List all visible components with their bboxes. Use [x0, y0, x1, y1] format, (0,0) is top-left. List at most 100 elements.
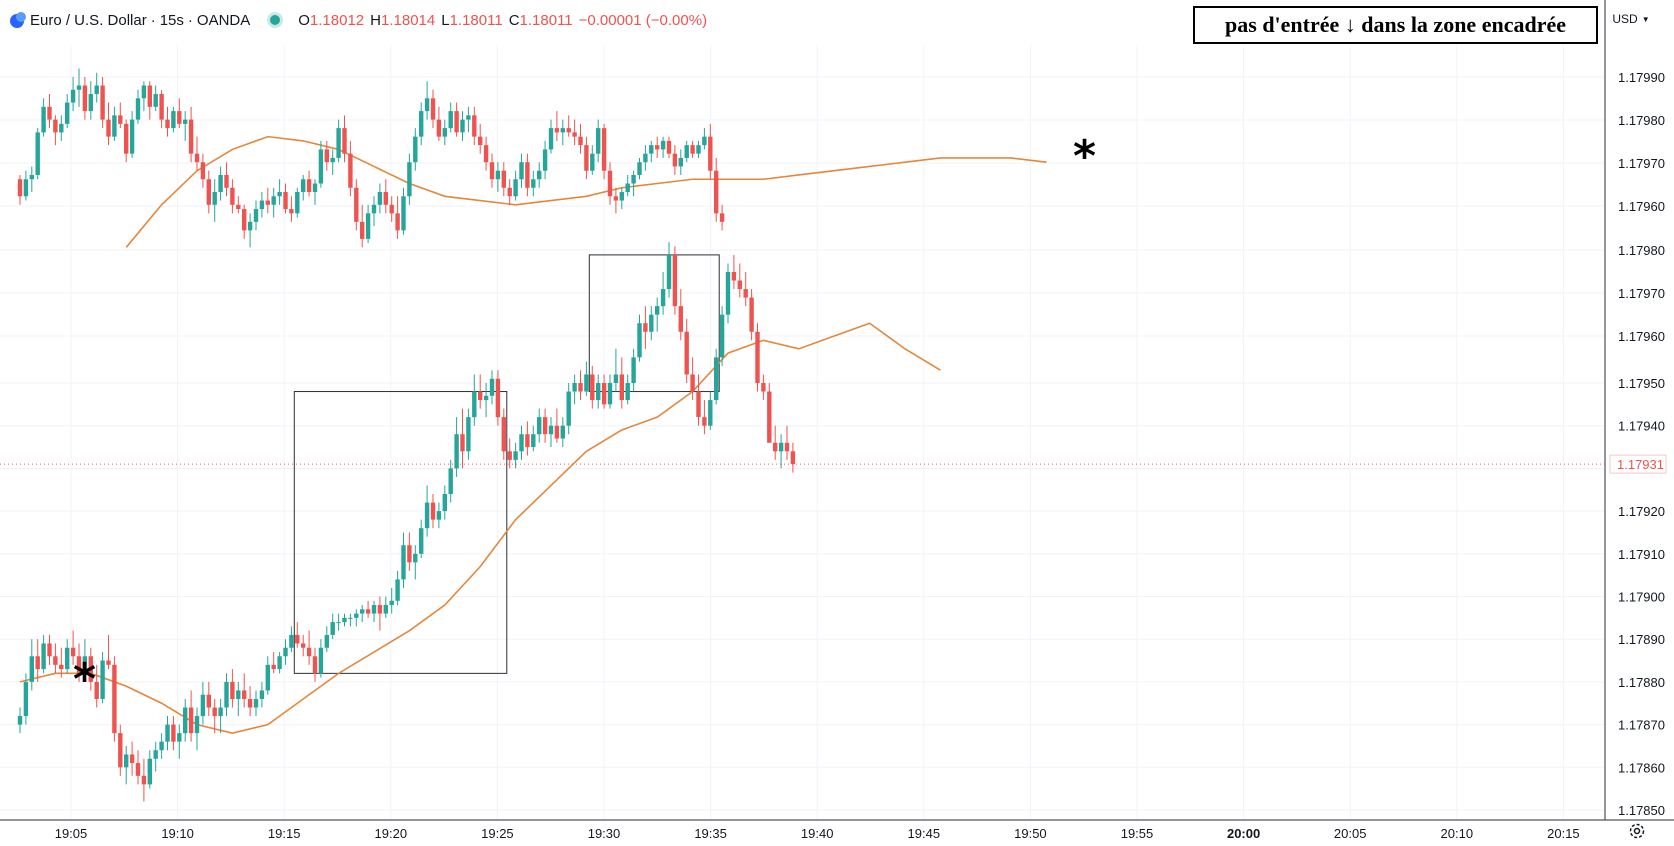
candle-lower-body	[230, 681, 235, 699]
candle-lower-body	[100, 660, 105, 699]
candle-lower-body	[124, 754, 129, 768]
candle-upper-body	[88, 94, 93, 112]
candle-upper-body	[206, 179, 211, 205]
candle-upper-body	[171, 111, 176, 129]
candle-lower-body	[572, 383, 577, 392]
candle-lower-body	[224, 681, 229, 708]
candle-lower-body	[59, 664, 64, 670]
candle-lower-body	[678, 306, 683, 332]
candle-lower-body	[672, 254, 678, 307]
x-tick-label: 19:40	[801, 826, 834, 841]
euro-dollar-icon	[10, 12, 26, 28]
candle-lower-body	[348, 617, 353, 619]
candle-lower-body	[660, 289, 666, 307]
candle-upper-body	[643, 153, 648, 163]
candle-lower-body	[537, 417, 542, 435]
candle-lower-body	[253, 698, 259, 708]
candle-upper-body	[35, 132, 40, 175]
y-tick-label-lower: 1.17870	[1618, 718, 1665, 733]
candle-lower-body	[312, 656, 318, 674]
candle-lower-body	[247, 698, 253, 708]
candle-upper-body	[489, 162, 495, 180]
candle-upper-body	[147, 85, 152, 107]
candle-lower-body	[666, 254, 672, 290]
candle-upper-body	[655, 145, 660, 150]
y-tick-label-lower: 1.17860	[1618, 760, 1665, 775]
candle-lower-body	[389, 600, 394, 606]
candle-lower-body	[507, 451, 512, 460]
interval-label[interactable]: 15s	[159, 11, 184, 29]
highlight-zone-box	[293, 391, 508, 674]
candle-lower-body	[360, 609, 365, 614]
candle-upper-body	[200, 162, 206, 180]
candle-lower-body	[607, 383, 613, 405]
candle-lower-body	[177, 733, 182, 742]
candle-lower-body	[725, 271, 731, 315]
candle-upper-body	[283, 192, 288, 210]
candle-lower-body	[306, 647, 312, 657]
open-value: 1.18012	[309, 11, 365, 29]
x-tick-label: 20:00	[1227, 826, 1260, 841]
candle-upper-body	[47, 106, 52, 120]
candle-lower-body	[749, 297, 754, 332]
candle-lower-body	[784, 442, 790, 452]
candle-lower-body	[365, 609, 371, 614]
candle-lower-body	[165, 724, 170, 742]
candle-lower-body	[755, 331, 760, 383]
y-tick-label-upper: 1.17960	[1618, 329, 1665, 344]
close-value: 1.18011	[519, 11, 573, 29]
candle-lower-body	[212, 707, 217, 717]
y-tick-label-lower: 1.17910	[1618, 547, 1665, 562]
candle-lower-body	[76, 656, 82, 674]
candle-lower-body	[590, 374, 595, 401]
candle-lower-body	[65, 647, 70, 670]
candle-lower-body	[531, 434, 536, 448]
candle-lower-body	[183, 707, 188, 734]
annotation-text-box[interactable]: pas d'entrée ↓ dans la zone encadrée	[1193, 6, 1598, 44]
gear-icon[interactable]	[1627, 821, 1647, 841]
candle-upper-body	[525, 162, 530, 188]
candle-lower-body	[684, 331, 689, 375]
moving-average-upper	[125, 135, 1047, 248]
y-tick-label-upper: 1.17980	[1618, 113, 1665, 128]
candle-upper-body	[690, 145, 695, 154]
candle-lower-body	[324, 634, 329, 648]
candle-upper-body	[76, 85, 82, 90]
candle-upper-body	[183, 119, 188, 124]
candle-upper-body	[607, 170, 613, 197]
x-tick-label: 20:15	[1547, 826, 1580, 841]
candle-upper-body	[194, 153, 200, 163]
candle-lower-body	[413, 553, 418, 563]
candle-upper-body	[637, 162, 642, 175]
candle-upper-body	[177, 111, 182, 124]
candle-upper-body	[448, 111, 453, 129]
symbol-name[interactable]: Euro / U.S. Dollar	[30, 11, 147, 29]
x-tick-label: 19:30	[588, 826, 621, 841]
candle-upper-body	[306, 179, 312, 193]
candle-lower-body	[153, 750, 158, 759]
candle-upper-body	[253, 209, 259, 222]
candle-lower-body	[554, 425, 560, 439]
candle-upper-body	[41, 106, 46, 133]
source-label: OANDA	[196, 11, 251, 29]
candle-upper-body	[383, 192, 388, 205]
candle-upper-body	[100, 85, 105, 120]
candle-upper-body	[277, 192, 282, 197]
candle-upper-body	[265, 200, 270, 205]
moving-average-lower	[19, 322, 941, 734]
candle-upper-body	[560, 128, 565, 133]
currency-button[interactable]: USD ▼	[1606, 8, 1656, 30]
candle-upper-body	[454, 111, 459, 133]
candle-upper-body	[94, 85, 99, 95]
candle-upper-body	[513, 179, 518, 197]
candle-lower-body	[560, 425, 565, 439]
x-tick-label: 19:20	[375, 826, 408, 841]
candle-lower-body	[708, 400, 713, 426]
candle-lower-body	[495, 378, 501, 418]
candle-upper-body	[672, 153, 678, 167]
candle-lower-body	[194, 716, 200, 734]
candle-lower-body	[301, 643, 306, 648]
candle-upper-body	[619, 192, 624, 201]
y-tick-label-upper: 1.17970	[1618, 286, 1665, 301]
